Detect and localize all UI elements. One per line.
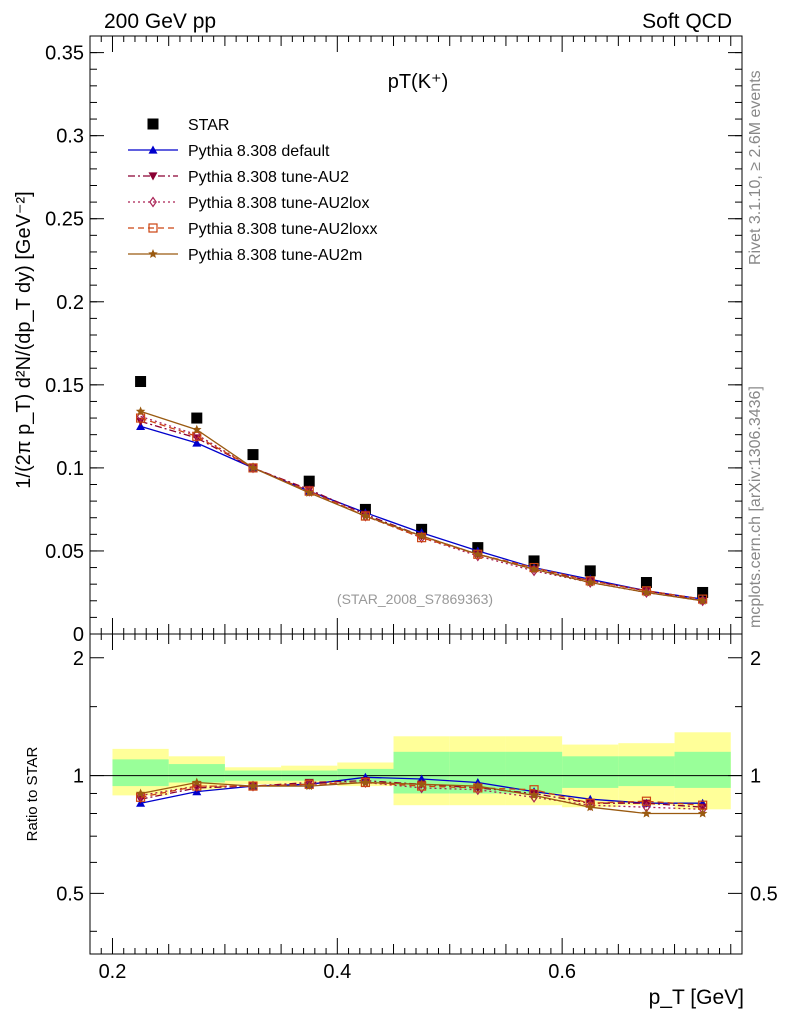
pythia-8-308-tune-au2-legend-marker: [148, 172, 158, 181]
star-legend-marker: [147, 118, 159, 130]
pythia-8-308-tune-au2m-ratio-point: [473, 781, 483, 791]
pythia-8-308-tune-au2loxx-ratio-point: [304, 779, 314, 789]
pythia-8-308-tune-au2m-ratio-point: [529, 790, 539, 800]
main-y-tick-label: 0.1: [56, 458, 84, 480]
x-tick-label: 0.4: [323, 961, 351, 983]
star-main-point: [640, 577, 652, 589]
pythia-8-308-tune-au2lox-main-line: [140, 415, 703, 602]
main-y-tick-label: 0.35: [45, 43, 84, 65]
pythia-8-308-default-main-point: [192, 438, 202, 447]
pythia-8-308-tune-au2loxx-main-point: [698, 594, 708, 604]
header-left: 200 GeV pp: [104, 10, 216, 33]
pythia-8-308-tune-au2m-main-point: [641, 587, 652, 597]
pythia-8-308-tune-au2m-ratio-point: [248, 781, 258, 791]
pythia-8-308-tune-au2m-main-point: [360, 511, 371, 521]
pythia-8-308-tune-au2m-main-point: [473, 549, 483, 559]
pythia-8-308-tune-au2loxx-main-point: [585, 576, 595, 586]
pythia-8-308-tune-au2loxx-main-point: [135, 413, 146, 423]
header-right: Soft QCD: [642, 10, 732, 33]
pythia-8-308-tune-au2lox-ratio-line: [140, 781, 703, 810]
pythia-8-308-tune-au2m-main-point: [697, 595, 708, 605]
ratio-band-green: [505, 751, 563, 794]
star-main-point: [191, 412, 203, 424]
pythia-8-308-tune-au2-legend-label: Pythia 8.308 tune-AU2: [188, 169, 349, 186]
pythia-8-308-tune-au2m-main-point: [304, 487, 314, 497]
pythia-8-308-tune-au2m-main-point: [135, 406, 146, 416]
pythia-8-308-tune-au2m-ratio-point: [192, 777, 202, 787]
pythia-8-308-tune-au2m-ratio-point: [641, 808, 652, 818]
ratio-y-tick-label: 0.5: [56, 883, 84, 905]
pythia-8-308-default-legend-label: Pythia 8.308 default: [188, 143, 330, 160]
pythia-8-308-tune-au2m-main-line: [140, 410, 703, 602]
ratio-band-green: [562, 756, 619, 788]
pythia-8-308-tune-au2lox-legend-label: Pythia 8.308 tune-AU2lox: [188, 195, 369, 212]
ratio-band-green: [112, 759, 169, 787]
pythia-8-308-default-legend-marker: [148, 145, 158, 154]
side-site-label: mcplots.cern.ch [arXiv:1306.3436]: [747, 386, 764, 628]
star-main-point: [584, 565, 596, 577]
pythia-8-308-tune-au2m-ratio-point: [585, 802, 595, 812]
ratio-y-tick-label: 2: [73, 648, 84, 670]
main-y-tick-label: 0.15: [45, 375, 84, 397]
pythia-8-308-tune-au2lox-legend-marker: [149, 196, 157, 208]
pythia-8-308-tune-au2m-legend-marker: [148, 249, 158, 259]
pythia-8-308-tune-au2m-ratio-point: [135, 788, 146, 798]
ratio-y-axis-label: Ratio to STAR: [24, 746, 41, 841]
pythia-8-308-tune-au2m-ratio-point: [360, 777, 371, 787]
star-main-point: [135, 376, 147, 388]
pythia-8-308-default-main-point: [136, 421, 146, 430]
pythia-8-308-default-ratio-point: [417, 774, 427, 783]
pythia-8-308-tune-au2loxx-main-point: [641, 586, 652, 596]
ratio-y-tick-label-right: 1: [750, 766, 761, 788]
pythia-8-308-tune-au2m-main-point: [529, 564, 539, 574]
pythia-8-308-tune-au2m-ratio-point: [304, 781, 314, 791]
ratio-band-green: [674, 751, 731, 788]
side-rivet-label: Rivet 3.1.10, ≥ 2.6M events: [747, 70, 764, 265]
pythia-8-308-tune-au2loxx-ratio-point: [641, 796, 652, 806]
main-y-tick-label: 0: [73, 624, 84, 646]
legend: STAR Pythia 8.308 default Pythia 8.308 tun…: [128, 117, 377, 264]
pythia-8-308-tune-au2m-main-point: [248, 462, 258, 472]
main-y-tick-label: 0.3: [56, 126, 84, 148]
pythia-8-308-tune-au2m-main-point: [416, 530, 427, 541]
main-series-marks: [135, 376, 709, 607]
star-legend-label: STAR: [188, 117, 229, 134]
star-main-point: [697, 586, 709, 598]
pythia-8-308-tune-au2m-main-point: [585, 577, 595, 587]
plot-title: pT(K⁺): [388, 71, 449, 93]
pythia-8-308-tune-au2m-ratio-point: [416, 779, 427, 789]
pythia-8-308-tune-au2m-main-point: [192, 424, 202, 434]
ratio-series-marks: [135, 772, 708, 818]
ratio-y-tick-label: 1: [73, 766, 84, 788]
x-axis-label: p_T [GeV]: [649, 986, 744, 1009]
main-y-axis-label: 1/(2π p_T) d²N/(dp_T dy) [GeV⁻²]: [13, 191, 35, 488]
pythia-8-308-tune-au2loxx-main-line: [140, 417, 703, 600]
pythia-8-308-tune-au2loxx-legend-marker: [148, 223, 158, 233]
pythia-8-308-tune-au2m-ratio-point: [697, 808, 708, 818]
main-y-tick-label: 0.2: [56, 292, 84, 314]
star-main-point: [303, 475, 315, 487]
x-tick-label: 0.2: [99, 961, 127, 983]
ratio-y-tick-label-right: 0.5: [750, 883, 778, 905]
pythia-8-308-tune-au2loxx-legend-label: Pythia 8.308 tune-AU2loxx: [188, 221, 377, 238]
pythia-8-308-tune-au2m-legend-label: Pythia 8.308 tune-AU2m: [188, 247, 362, 264]
analysis-watermark: (STAR_2008_S7869363): [337, 591, 493, 607]
ratio-y-tick-label-right: 2: [750, 648, 761, 670]
pythia-8-308-tune-au2loxx-main-point: [192, 431, 202, 441]
main-y-tick-label: 0.25: [45, 209, 84, 231]
ratio-band-green: [168, 764, 225, 783]
star-main-point: [528, 555, 540, 567]
axis-ticks: 0 0.05 0.1 0.15 0.2 0.25 0.3 0.35 0.5 0.5 1 1 2 2 0.2 0…: [45, 35, 778, 983]
main-y-tick-label: 0.05: [45, 541, 84, 563]
ratio-band-green: [618, 756, 675, 787]
star-main-point: [247, 449, 259, 461]
x-tick-label: 0.6: [548, 961, 576, 983]
